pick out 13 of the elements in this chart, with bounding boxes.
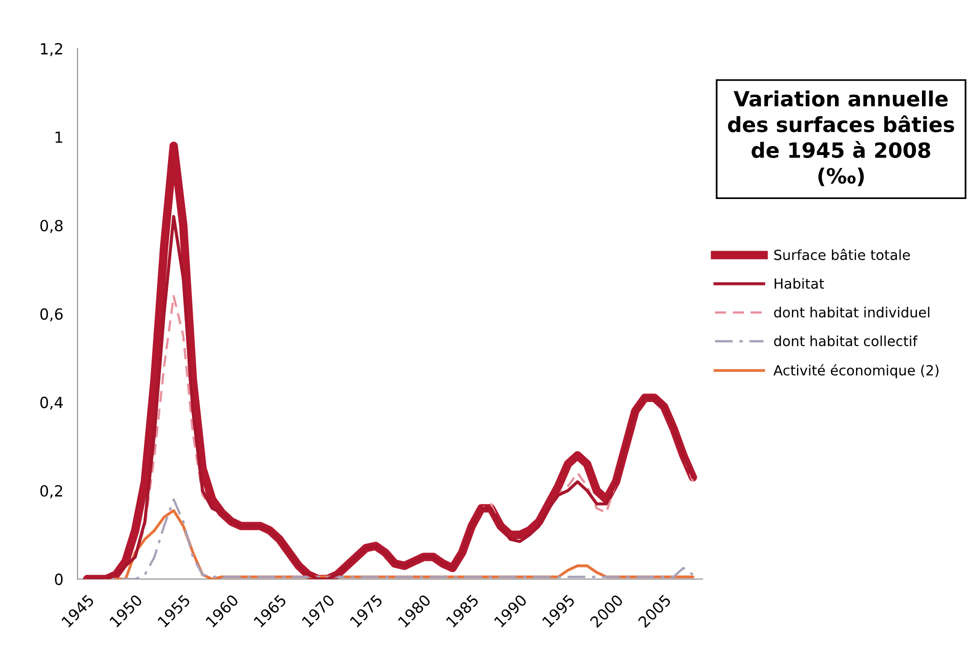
legend-label: dont habitat collectif (774, 336, 918, 346)
y-tick-label: 0 (54, 574, 63, 586)
legend-label: Activité économique (2) (773, 364, 938, 378)
text: Variation annuelle des surfaces bâties de 1945 à 2008 (‰) (728, 90, 954, 186)
legend-label: Surface bâtie totale (774, 248, 910, 260)
y-tick-label: 0,6 (40, 308, 63, 322)
legend-label: Habitat (774, 278, 824, 289)
legend-label: dont habitat individuel (774, 306, 930, 318)
y-tick-label: 0,4 (40, 396, 63, 410)
y-tick-label: 0,2 (40, 485, 62, 498)
y-tick-label: 0,8 (40, 220, 63, 233)
y-tick-label: 1,2 (41, 42, 62, 56)
y-tick-label: 1 (56, 132, 62, 143)
